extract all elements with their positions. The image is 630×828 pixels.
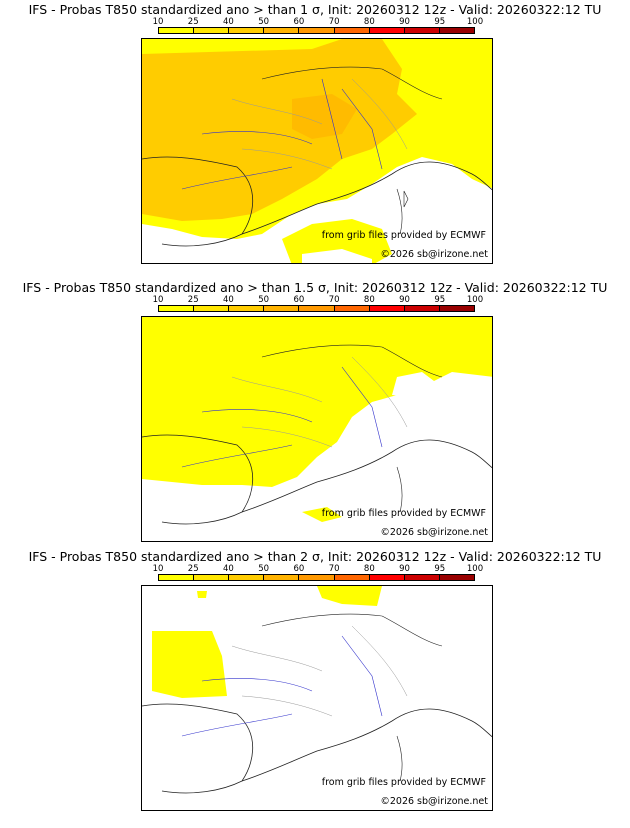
colorbar-swatch bbox=[229, 575, 265, 580]
colorbar-tick-label: 50 bbox=[258, 295, 270, 305]
colorbar-swatch bbox=[404, 306, 440, 311]
source-credit: from grib files provided by ECMWF bbox=[321, 777, 486, 788]
map-panel-2sigma: IFS - Probas T850 standardized ano > tha… bbox=[0, 547, 630, 817]
colorbar-tick-label: 40 bbox=[223, 295, 234, 305]
colorbar-tick-label: 80 bbox=[363, 295, 375, 305]
colorbar-tick-label: 70 bbox=[328, 564, 340, 574]
colorbar-swatch bbox=[229, 306, 265, 311]
probability-map: from grib files provided by ECMWF ©2026 … bbox=[141, 38, 493, 264]
colorbar-tick-label: 25 bbox=[187, 295, 199, 305]
copyright-credit: ©2026 sb@irizone.net bbox=[380, 796, 488, 807]
colorbar-tick-label: 100 bbox=[466, 295, 484, 305]
colorbar-tick-label: 10 bbox=[152, 564, 164, 574]
map-panel-1_5sigma: IFS - Probas T850 standardized ano > tha… bbox=[0, 278, 630, 548]
colorbar-tick-label: 100 bbox=[466, 17, 484, 27]
colorbar-swatch bbox=[369, 28, 405, 33]
colorbar-swatch bbox=[299, 306, 335, 311]
colorbar-tick-label: 90 bbox=[399, 295, 410, 305]
probability-map: from grib files provided by ECMWF ©2026 … bbox=[141, 316, 493, 542]
colorbar-tick-label: 100 bbox=[466, 564, 484, 574]
colorbar-swatch bbox=[404, 28, 440, 33]
colorbar-swatch bbox=[264, 306, 300, 311]
colorbar-swatch bbox=[159, 306, 195, 311]
colorbar-swatch bbox=[159, 575, 195, 580]
colorbar-tick-label: 10 bbox=[152, 17, 164, 27]
colorbar-swatch bbox=[369, 306, 405, 311]
colorbar-swatch bbox=[299, 28, 335, 33]
colorbar-tick-label: 95 bbox=[434, 295, 446, 305]
colorbar-tick-label: 25 bbox=[187, 17, 199, 27]
map-panel-1sigma: IFS - Probas T850 standardized ano > tha… bbox=[0, 0, 630, 270]
source-credit: from grib files provided by ECMWF bbox=[321, 508, 486, 519]
colorbar-swatch bbox=[404, 575, 440, 580]
colorbar-swatch bbox=[194, 575, 230, 580]
colorbar-tick-label: 40 bbox=[223, 17, 234, 27]
colorbar-tick-label: 80 bbox=[363, 564, 375, 574]
colorbar-tick-label: 60 bbox=[293, 17, 305, 27]
colorbar bbox=[158, 574, 475, 581]
colorbar-tick-label: 50 bbox=[258, 17, 270, 27]
colorbar-tick-label: 60 bbox=[293, 564, 305, 574]
colorbar-tick-label: 10 bbox=[152, 295, 164, 305]
colorbar-swatch bbox=[229, 28, 265, 33]
colorbar-swatch bbox=[439, 575, 474, 580]
colorbar-tick-label: 50 bbox=[258, 564, 270, 574]
colorbar-swatch bbox=[194, 306, 230, 311]
colorbar-ticks: 10 25 40 50 60 70 80 90 95 100 bbox=[153, 17, 493, 27]
colorbar-tick-label: 25 bbox=[187, 564, 199, 574]
colorbar-tick-label: 90 bbox=[399, 564, 410, 574]
probability-map: from grib files provided by ECMWF ©2026 … bbox=[141, 585, 493, 811]
colorbar-ticks: 10 25 40 50 60 70 80 90 95 100 bbox=[153, 564, 493, 574]
panel-title: IFS - Probas T850 standardized ano > tha… bbox=[28, 2, 602, 17]
colorbar bbox=[158, 305, 475, 312]
colorbar-tick-label: 95 bbox=[434, 17, 446, 27]
colorbar-tick-label: 80 bbox=[363, 17, 375, 27]
colorbar-swatch bbox=[194, 28, 230, 33]
colorbar-swatch bbox=[334, 575, 370, 580]
source-credit: from grib files provided by ECMWF bbox=[321, 230, 486, 241]
colorbar-tick-label: 70 bbox=[328, 17, 340, 27]
colorbar-swatch bbox=[264, 28, 300, 33]
colorbar-swatch bbox=[334, 28, 370, 33]
colorbar-swatch bbox=[264, 575, 300, 580]
colorbar-tick-label: 40 bbox=[223, 564, 234, 574]
copyright-credit: ©2026 sb@irizone.net bbox=[380, 527, 488, 538]
colorbar-swatch bbox=[369, 575, 405, 580]
colorbar-swatch bbox=[439, 306, 474, 311]
colorbar-swatch bbox=[299, 575, 335, 580]
colorbar bbox=[158, 27, 475, 34]
copyright-credit: ©2026 sb@irizone.net bbox=[380, 249, 488, 260]
panel-title: IFS - Probas T850 standardized ano > tha… bbox=[28, 549, 602, 564]
colorbar-tick-label: 60 bbox=[293, 295, 305, 305]
panel-title: IFS - Probas T850 standardized ano > tha… bbox=[22, 280, 608, 295]
colorbar-tick-label: 70 bbox=[328, 295, 340, 305]
colorbar-swatch bbox=[334, 306, 370, 311]
colorbar-swatch bbox=[439, 28, 474, 33]
colorbar-tick-label: 95 bbox=[434, 564, 446, 574]
colorbar-ticks: 10 25 40 50 60 70 80 90 95 100 bbox=[153, 295, 493, 305]
colorbar-swatch bbox=[159, 28, 195, 33]
colorbar-tick-label: 90 bbox=[399, 17, 410, 27]
